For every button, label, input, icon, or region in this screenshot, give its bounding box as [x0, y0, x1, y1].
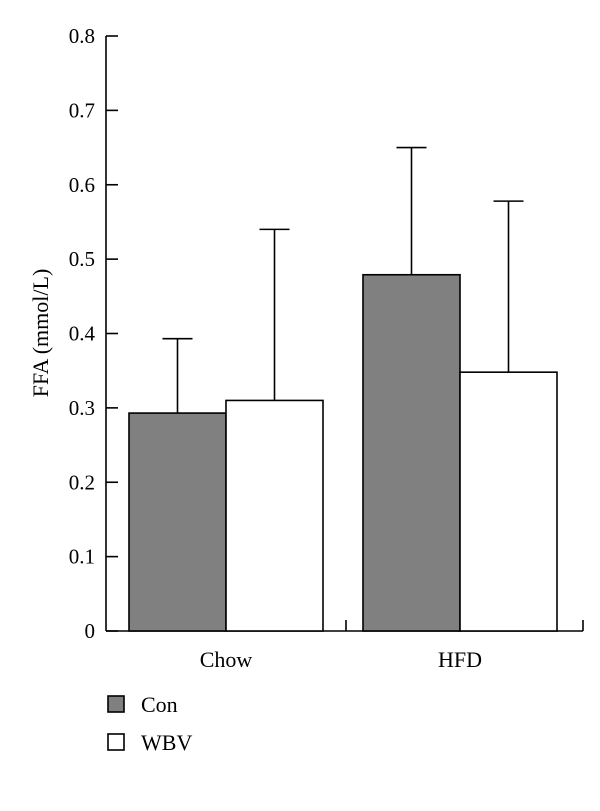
y-tick-label-5: 0.5 — [69, 247, 95, 271]
bar-con-hfd — [362, 273, 461, 632]
legend-swatch-con — [107, 695, 125, 713]
error-bars — [162, 146, 524, 414]
legend-swatch-wbv — [107, 733, 125, 751]
y-tick-label-7: 0.7 — [69, 98, 95, 122]
y-tick-label-2: 0.2 — [69, 470, 95, 494]
legend-label-wbv: WBV — [141, 730, 192, 755]
bars — [128, 273, 558, 632]
x-tick-label-hfd: HFD — [438, 647, 482, 672]
y-tick-label-8: 0.8 — [69, 24, 95, 48]
bar-wbv-chow — [225, 399, 324, 632]
legend: Con WBV — [107, 692, 192, 755]
legend-label-con: Con — [141, 692, 178, 717]
y-tick-label-0: 0 — [85, 619, 96, 643]
x-tick-label-chow: Chow — [200, 647, 253, 672]
y-axis-title: FFA (mmol/L) — [28, 269, 53, 398]
y-tick-label-6: 0.6 — [69, 173, 95, 197]
bar-con-chow — [128, 412, 227, 632]
bar-wbv-hfd — [459, 371, 558, 632]
y-ticks: 0 0.1 0.2 0.3 0.4 0.5 0.6 0.7 0.8 — [69, 24, 118, 643]
y-tick-label-4: 0.4 — [69, 322, 96, 346]
y-tick-label-3: 0.3 — [69, 396, 95, 420]
y-tick-label-1: 0.1 — [69, 545, 95, 569]
x-ticks: Chow HFD — [200, 620, 584, 672]
